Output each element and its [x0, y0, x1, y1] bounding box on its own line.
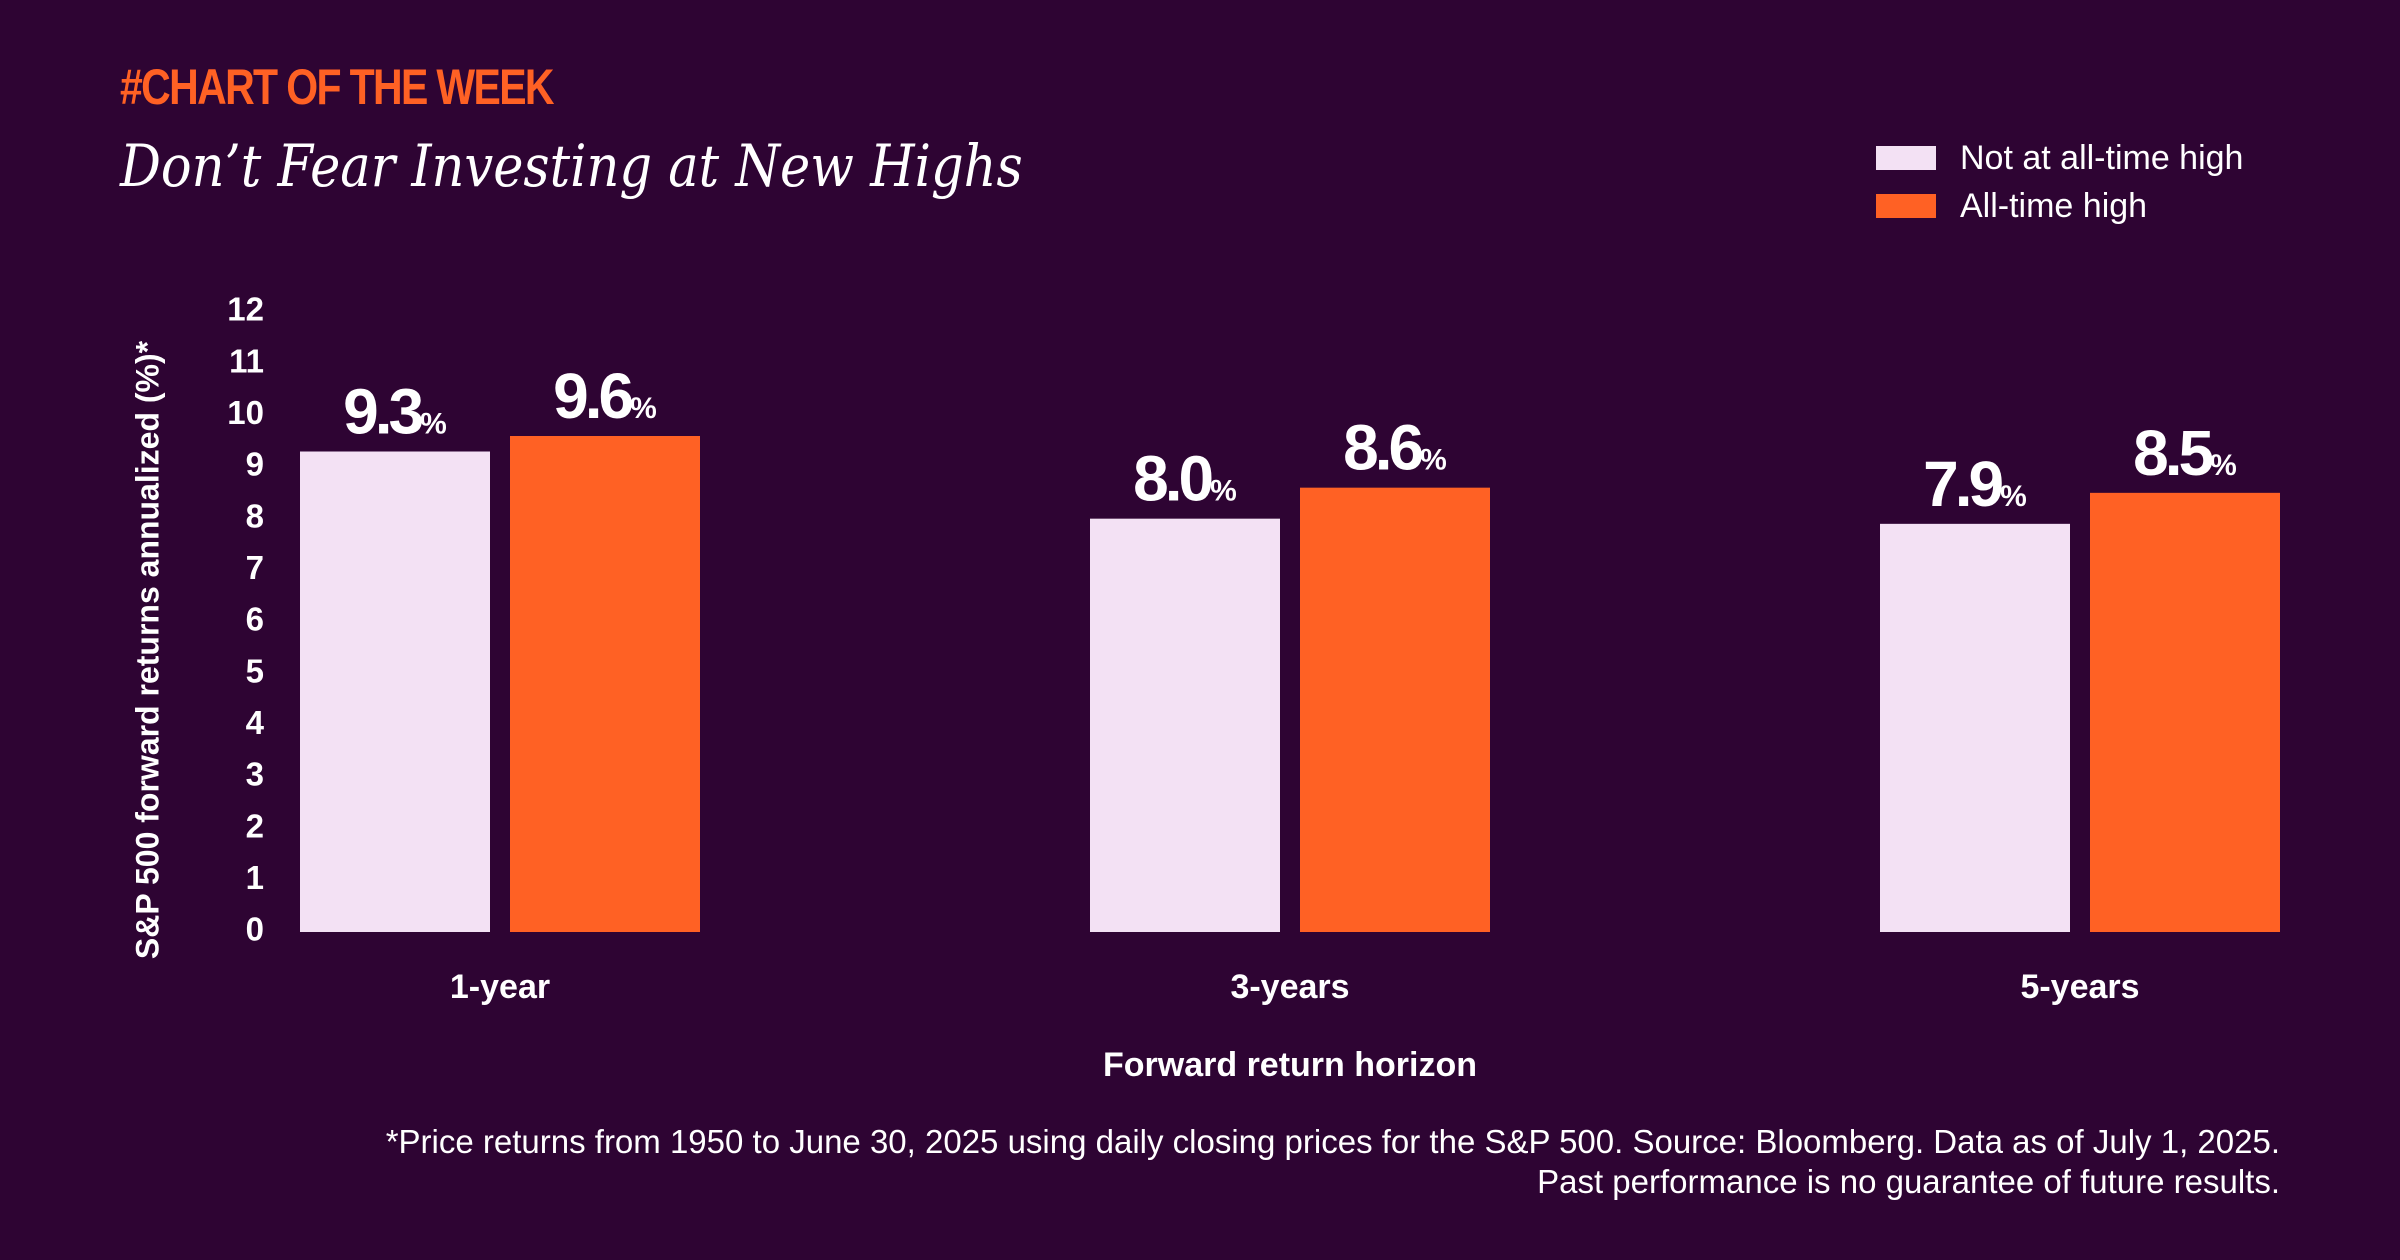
- data-label: 8.0%: [1133, 443, 1237, 515]
- y-tick-label: 6: [246, 601, 264, 638]
- data-label-suffix: %: [2000, 480, 2027, 513]
- data-label-suffix: %: [630, 392, 657, 425]
- y-axis-label: S&P 500 forward returns annualized (%)*: [129, 340, 165, 959]
- data-label-value: 8.6: [1343, 412, 1422, 484]
- data-label-suffix: %: [1420, 444, 1447, 477]
- chart-title: Don’t Fear Investing at New Highs: [120, 132, 1023, 200]
- bar-not-ath-5-years: [1880, 523, 2070, 932]
- bar-chart: S&P 500 forward returns annualized (%)* …: [129, 291, 2280, 1084]
- footnote-line-2: Past performance is no guarantee of futu…: [1537, 1163, 2280, 1200]
- y-tick-label: 12: [227, 291, 264, 328]
- legend-label-ath: All-time high: [1960, 186, 2148, 225]
- x-axis-label: Forward return horizon: [1103, 1046, 1477, 1084]
- bar-ath-3-years: [1300, 487, 1490, 932]
- data-label-value: 9.6: [553, 360, 632, 432]
- y-tick-label: 4: [246, 704, 265, 741]
- y-tick-label: 2: [246, 807, 264, 844]
- legend-item-ath: All-time high: [1876, 182, 2243, 230]
- legend-swatch-ath: [1876, 194, 1936, 218]
- footnote: *Price returns from 1950 to June 30, 202…: [386, 1122, 2280, 1202]
- data-label-value: 8.0: [1133, 443, 1211, 515]
- y-tick-label: 11: [229, 342, 264, 379]
- y-tick-label: 7: [246, 549, 264, 586]
- x-tick-label: 1-year: [450, 968, 550, 1006]
- y-tick-label: 3: [246, 756, 264, 793]
- x-axis-ticks: 1-year 3-years 5-years: [450, 968, 2140, 1006]
- bar-ath-5-years: [2090, 492, 2280, 932]
- kicker-label: #CHART OF THE WEEK: [120, 59, 555, 115]
- data-label-value: 9.3: [343, 376, 422, 448]
- data-label-suffix: %: [420, 408, 447, 441]
- x-tick-label: 3-years: [1230, 968, 1349, 1006]
- legend-label-not-ath: Not at all-time high: [1960, 138, 2244, 177]
- bar-not-ath-3-years: [1090, 518, 1280, 932]
- y-tick-label: 1: [246, 859, 264, 896]
- data-label: 8.6%: [1343, 412, 1447, 484]
- y-tick-label: 5: [246, 652, 264, 689]
- y-tick-label: 0: [246, 911, 264, 948]
- data-label-suffix: %: [1210, 475, 1237, 508]
- bar-not-ath-1-year: [300, 451, 490, 932]
- bars: [300, 436, 2280, 932]
- data-label: 7.9%: [1923, 448, 2027, 520]
- x-tick-label: 5-years: [2020, 968, 2139, 1006]
- footnote-line-1: *Price returns from 1950 to June 30, 202…: [385, 1123, 2280, 1160]
- legend-item-not-ath: Not at all-time high: [1876, 134, 2243, 182]
- y-tick-label: 9: [246, 446, 264, 483]
- legend: Not at all-time high All-time high: [1876, 134, 2243, 230]
- legend-swatch-not-ath: [1876, 146, 1936, 170]
- data-label-value: 7.9: [1923, 448, 2002, 520]
- data-label: 8.5%: [2133, 417, 2237, 489]
- data-label: 9.3%: [343, 376, 447, 448]
- data-label-suffix: %: [2210, 449, 2237, 482]
- data-label: 9.6%: [553, 360, 657, 432]
- bar-ath-1-year: [510, 436, 700, 932]
- y-tick-label: 8: [246, 497, 264, 534]
- value-labels: 9.3% 9.6%8.0%8.6% 7.9%8.5%: [343, 360, 2237, 520]
- y-tick-label: 10: [227, 394, 264, 431]
- data-label-value: 8.5: [2133, 417, 2212, 489]
